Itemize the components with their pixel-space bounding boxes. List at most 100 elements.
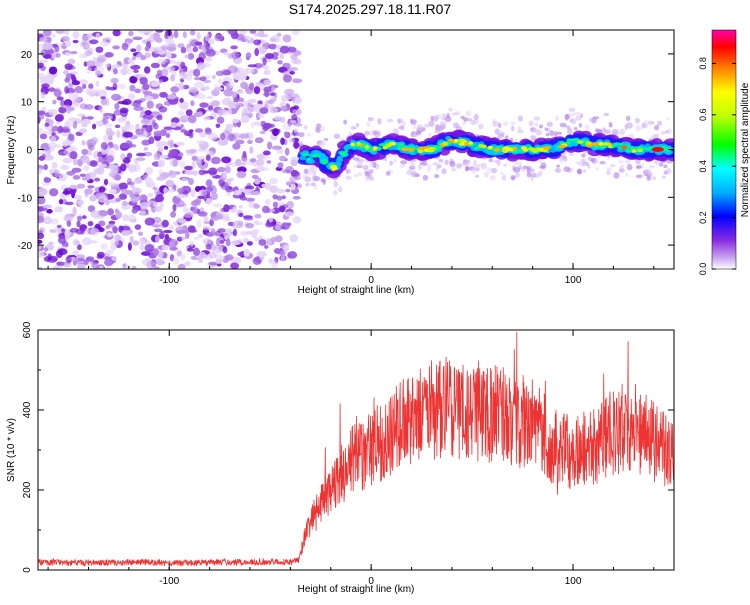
noise-blob (229, 177, 234, 182)
noise-blob (119, 143, 131, 149)
signal-peak-cell (528, 147, 535, 151)
noise-blob (104, 258, 114, 267)
signal-halo (333, 190, 338, 196)
snr-data-point (350, 461, 352, 463)
noise-blob (194, 81, 205, 88)
signal-halo (428, 132, 432, 137)
signal-halo (462, 121, 466, 126)
noise-blob (103, 134, 111, 143)
noise-blob (155, 30, 164, 33)
signal-halo (364, 130, 370, 136)
noise-blob (135, 128, 144, 135)
signal-halo (556, 131, 563, 135)
signal-halo (463, 117, 468, 122)
signal-halo (418, 164, 422, 171)
noise-blob (215, 259, 223, 265)
noise-blob (163, 187, 168, 195)
noise-blob (242, 150, 247, 159)
noise-blob (247, 64, 258, 68)
signal-band-cell (334, 161, 342, 167)
snr-data-point (188, 562, 190, 564)
signal-halo (305, 182, 310, 187)
noise-blob (118, 83, 127, 89)
noise-blob (282, 123, 292, 131)
signal-halo (625, 173, 629, 178)
noise-blob (112, 45, 120, 50)
signal-halo (397, 118, 402, 124)
noise-blob (141, 194, 147, 203)
signal-halo (366, 121, 371, 128)
signal-halo (503, 163, 507, 167)
noise-blob (226, 30, 237, 35)
noise-blob (192, 247, 200, 256)
signal-halo (538, 158, 543, 164)
noise-blob (98, 89, 108, 98)
noise-blob (177, 110, 185, 116)
signal-halo (648, 121, 652, 126)
signal-band-cell (339, 151, 347, 155)
snr-data-point (542, 433, 544, 435)
snr-data-point (370, 449, 372, 451)
noise-blob (41, 83, 50, 89)
noise-blob (184, 165, 193, 171)
noise-blob (284, 211, 294, 217)
noise-blob (247, 98, 257, 104)
noise-blob (279, 155, 287, 162)
signal-halo (337, 186, 343, 193)
noise-blob (129, 75, 138, 84)
signal-halo (307, 168, 314, 176)
signal-band-cell (515, 149, 522, 153)
noise-blob (211, 100, 220, 107)
noise-blob (51, 43, 59, 48)
signal-halo (466, 118, 473, 122)
signal-peak-cell (468, 141, 474, 145)
signal-halo (357, 160, 363, 167)
noise-blob (253, 39, 261, 46)
signal-halo (587, 156, 593, 161)
noise-blob (164, 129, 173, 133)
signal-halo (573, 126, 578, 131)
noise-blob (74, 85, 84, 94)
signal-halo (373, 131, 381, 138)
noise-blob (215, 123, 221, 128)
noise-blob (284, 147, 290, 156)
figure-title: S174.2025.297.18.11.R07 (289, 1, 452, 17)
signal-halo (367, 116, 374, 122)
snr-y-tick-label: 200 (22, 481, 33, 498)
noise-blob (91, 262, 99, 269)
noise-blob (268, 258, 273, 264)
noise-blob (113, 68, 118, 75)
snr-data-point (67, 562, 69, 564)
noise-blob (205, 49, 216, 57)
noise-blob (196, 32, 201, 41)
snr-y-tick-label: 400 (22, 401, 33, 418)
signal-halo (385, 171, 391, 176)
noise-blob (127, 242, 132, 251)
signal-halo (617, 160, 625, 164)
noise-blob (134, 177, 143, 184)
snr-data-point (501, 415, 503, 417)
noise-blob (223, 88, 234, 97)
signal-max-cell (651, 147, 664, 152)
snr-data-point (461, 407, 463, 409)
noise-blob (95, 80, 100, 87)
signal-halo (357, 172, 362, 177)
signal-halo (538, 130, 543, 136)
noise-blob (79, 173, 87, 177)
noise-blob (152, 248, 159, 256)
noise-blob (49, 188, 59, 197)
noise-blob (271, 260, 279, 269)
noise-blob (142, 124, 148, 128)
signal-halo (475, 174, 479, 178)
noise-blob (85, 66, 92, 74)
noise-blob (104, 155, 115, 163)
noise-blob (69, 184, 77, 190)
noise-blob (231, 91, 238, 99)
noise-blob (268, 43, 278, 50)
noise-blob (254, 214, 262, 219)
noise-blob (43, 54, 52, 59)
noise-blob (180, 46, 187, 54)
noise-blob (120, 109, 128, 117)
noise-blob (193, 68, 201, 77)
signal-halo (353, 157, 359, 161)
